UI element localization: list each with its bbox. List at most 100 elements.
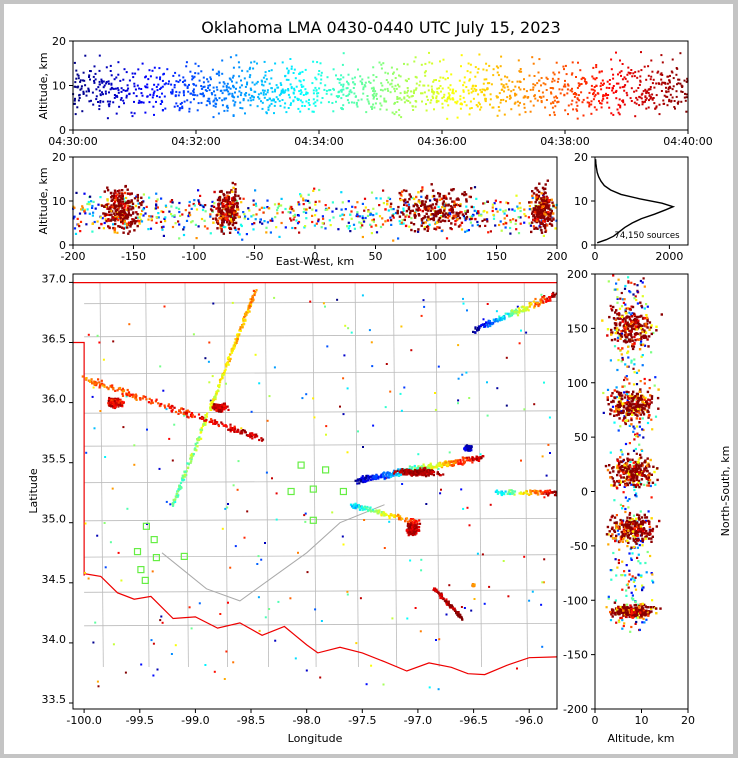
time-altitude-source xyxy=(592,77,595,80)
ew-altitude-cluster-source xyxy=(535,194,538,197)
ew-altitude-cluster-source xyxy=(439,210,443,213)
ew-altitude-cluster-source xyxy=(466,210,469,213)
ew-altitude-cluster-source xyxy=(442,194,445,198)
source-count-label: 74,150 sources xyxy=(614,231,680,241)
time-altitude-source xyxy=(112,101,115,104)
time-altitude-source xyxy=(468,79,471,82)
ew-altitude-xtick-label: 50 xyxy=(369,250,383,263)
map-scatter-source xyxy=(152,642,155,645)
ew-altitude-source xyxy=(118,206,121,209)
time-altitude-source xyxy=(232,66,235,69)
ew-altitude-cluster-source xyxy=(542,204,545,208)
ew-altitude-source xyxy=(178,223,181,226)
time-altitude-source xyxy=(186,87,189,89)
time-altitude-source xyxy=(98,69,101,72)
ew-altitude-source xyxy=(381,223,385,226)
time-altitude-source xyxy=(385,79,388,81)
map-scatter-source xyxy=(309,300,312,303)
ew-altitude-source xyxy=(147,218,150,221)
time-altitude-source xyxy=(284,75,287,78)
time-altitude-source xyxy=(260,92,263,95)
time-altitude-source xyxy=(273,112,275,115)
ew-altitude-source xyxy=(296,222,300,225)
map-scatter-source xyxy=(423,305,426,308)
ew-altitude-source xyxy=(317,218,320,221)
time-altitude-source xyxy=(380,82,383,85)
map-cluster-source xyxy=(117,403,120,406)
ew-altitude-cluster-source xyxy=(444,204,448,207)
time-altitude-source xyxy=(608,87,611,89)
time-altitude-source xyxy=(640,97,643,100)
time-altitude-source xyxy=(138,87,141,90)
ew-altitude-cluster-source xyxy=(399,193,403,196)
ew-altitude-cluster-source xyxy=(112,197,116,200)
time-altitude-source xyxy=(425,109,428,112)
ew-altitude-source xyxy=(314,200,317,203)
time-altitude-source xyxy=(435,79,437,81)
time-altitude-source xyxy=(197,72,200,75)
time-altitude-source xyxy=(590,100,593,103)
time-altitude-source xyxy=(165,82,167,85)
ew-altitude-source xyxy=(440,215,443,218)
time-altitude-source xyxy=(659,73,662,76)
time-altitude-source xyxy=(608,106,611,109)
time-altitude-source xyxy=(312,102,315,105)
map-storm-line-source xyxy=(250,298,254,301)
time-altitude-source xyxy=(372,88,375,91)
time-altitude-source xyxy=(73,85,76,88)
ew-altitude-cluster-source xyxy=(213,190,216,194)
ew-altitude-source xyxy=(350,210,353,213)
map-scatter-source xyxy=(419,630,422,633)
map-scatter-source xyxy=(170,653,173,655)
time-altitude-source xyxy=(618,113,621,116)
time-altitude-source xyxy=(651,93,654,96)
ew-altitude-cluster-source xyxy=(227,210,231,214)
ew-altitude-source xyxy=(311,220,314,224)
time-altitude-source xyxy=(289,58,292,60)
time-altitude-source xyxy=(623,103,626,106)
ew-altitude-cluster-source xyxy=(231,201,235,204)
ew-altitude-cluster-source xyxy=(130,200,133,203)
time-altitude-source xyxy=(619,59,621,62)
map-storm-line-source xyxy=(390,472,393,476)
map-storm-line-source xyxy=(229,423,232,426)
map-storm-line-source xyxy=(213,419,217,422)
time-altitude-source xyxy=(504,75,506,78)
ew-altitude-cluster-source xyxy=(540,231,544,234)
ew-altitude-cluster-source xyxy=(115,194,118,198)
time-altitude-source xyxy=(158,67,161,70)
ew-altitude-cluster-source xyxy=(532,208,536,212)
time-altitude-source xyxy=(463,100,466,103)
time-altitude-source xyxy=(441,87,444,90)
ew-altitude-source xyxy=(528,205,531,208)
time-altitude-source xyxy=(351,77,354,80)
ew-altitude-cluster-source xyxy=(129,223,133,226)
ew-altitude-cluster-source xyxy=(411,209,414,212)
map-storm-line-source xyxy=(397,468,400,471)
ew-altitude-source xyxy=(293,213,296,216)
time-altitude-source xyxy=(390,82,393,85)
altitude-histogram-line xyxy=(594,159,676,244)
time-altitude-source xyxy=(148,101,151,104)
ew-altitude-cluster-source xyxy=(405,189,408,193)
ew-altitude-cluster-source xyxy=(234,193,237,196)
ew-altitude-source xyxy=(486,211,489,214)
time-altitude-source xyxy=(89,78,91,81)
time-altitude-source xyxy=(161,85,164,88)
ew-altitude-cluster-source xyxy=(117,201,120,204)
ew-altitude-cluster-source xyxy=(224,217,227,220)
ew-altitude-cluster-source xyxy=(403,200,406,203)
map-scatter-source xyxy=(346,593,349,596)
time-altitude-source xyxy=(447,104,450,107)
ew-altitude-cluster-source xyxy=(427,216,430,219)
ew-altitude-cluster-source xyxy=(133,219,136,222)
ew-altitude-cluster-source xyxy=(131,218,134,221)
ew-altitude-cluster-source xyxy=(135,211,138,214)
time-altitude-source xyxy=(624,84,627,87)
time-altitude-source xyxy=(103,84,106,87)
time-altitude-source xyxy=(644,99,647,101)
ew-altitude-source xyxy=(347,221,350,224)
time-altitude-source xyxy=(553,99,556,102)
map-storm-line-source xyxy=(190,460,193,463)
time-altitude-source xyxy=(685,96,688,99)
